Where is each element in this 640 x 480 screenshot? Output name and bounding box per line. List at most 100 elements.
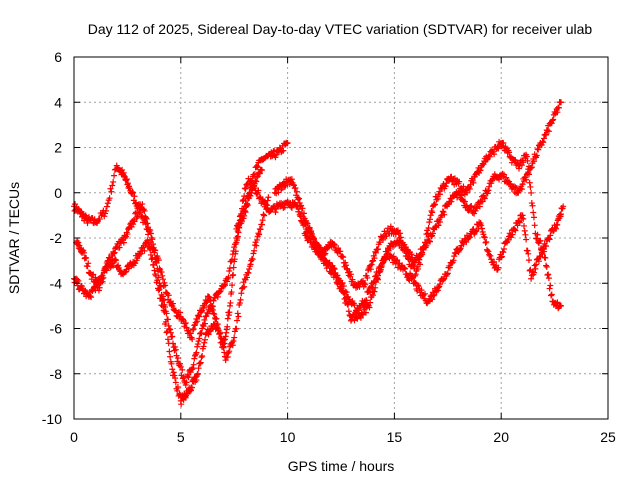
data-point	[370, 292, 377, 299]
data-point	[295, 196, 302, 203]
data-point	[540, 248, 547, 255]
data-point	[234, 233, 241, 240]
data-point	[543, 131, 550, 138]
data-point	[545, 235, 552, 242]
data-point	[241, 283, 248, 290]
data-point	[486, 183, 493, 190]
data-point	[451, 249, 458, 256]
data-point	[472, 228, 479, 235]
data-point	[113, 257, 120, 264]
data-point	[227, 299, 234, 306]
x-tick-label: 10	[280, 429, 296, 445]
data-point	[342, 294, 349, 301]
data-point	[535, 146, 542, 153]
data-point	[198, 330, 205, 337]
data-point	[124, 231, 131, 238]
data-point	[160, 282, 167, 289]
data-point	[439, 208, 446, 215]
data-point	[103, 207, 110, 214]
data-point	[97, 277, 104, 284]
data-point	[555, 104, 562, 111]
data-point	[485, 187, 492, 194]
data-point	[253, 174, 260, 181]
data-point	[224, 315, 231, 322]
data-point	[511, 226, 518, 233]
x-axis-label: GPS time / hours	[288, 458, 395, 474]
data-point	[288, 176, 295, 183]
data-point	[550, 116, 557, 123]
data-point	[103, 203, 110, 210]
data-point	[96, 216, 103, 223]
data-point	[234, 223, 241, 230]
data-point	[155, 287, 162, 294]
data-point	[229, 251, 236, 258]
data-point	[426, 219, 433, 226]
x-tick-label: 25	[600, 429, 616, 445]
data-point	[257, 226, 264, 233]
data-point	[253, 236, 260, 243]
data-point	[530, 214, 537, 221]
data-point	[456, 178, 463, 185]
data-point	[342, 259, 349, 266]
data-point	[525, 171, 532, 178]
data-point	[484, 247, 491, 254]
data-point	[230, 271, 237, 278]
data-point	[518, 186, 525, 193]
data-point	[525, 257, 532, 264]
data-point	[385, 247, 392, 254]
data-point	[467, 203, 474, 210]
data-point	[305, 225, 312, 232]
data-point	[330, 266, 337, 273]
data-point	[528, 275, 535, 282]
data-point	[273, 151, 280, 158]
data-point	[427, 238, 433, 245]
data-point	[129, 188, 136, 195]
data-point	[319, 252, 326, 259]
data-point	[194, 343, 201, 350]
data-point	[343, 265, 350, 272]
data-point	[275, 189, 282, 196]
data-point	[384, 247, 391, 254]
data-point	[233, 325, 240, 332]
data-point	[450, 257, 457, 264]
data-point	[112, 256, 119, 263]
data-point	[528, 200, 535, 207]
data-point	[167, 329, 174, 336]
data-point	[110, 250, 117, 257]
data-point	[531, 262, 538, 269]
data-point	[335, 245, 342, 252]
data-point	[424, 230, 431, 237]
data-point	[520, 159, 527, 166]
data-point	[255, 230, 262, 237]
data-point	[165, 322, 172, 329]
data-point	[205, 331, 212, 338]
data-point	[389, 243, 396, 250]
data-point	[206, 294, 213, 301]
data-point	[147, 239, 154, 246]
data-point	[293, 188, 300, 195]
data-point	[431, 291, 438, 298]
data-point	[253, 162, 260, 169]
y-tick-label: 4	[54, 94, 62, 110]
data-point	[230, 338, 237, 345]
data-point	[325, 262, 332, 269]
data-point	[238, 290, 245, 297]
data-point	[481, 233, 488, 240]
chart-title: Day 112 of 2025, Sidereal Day-to-day VTE…	[88, 21, 593, 37]
data-point	[457, 245, 464, 252]
data-point	[75, 239, 82, 246]
data-point	[368, 261, 375, 268]
data-point	[182, 320, 189, 327]
data-point	[202, 336, 209, 343]
data-point	[135, 210, 142, 217]
data-point	[261, 198, 268, 205]
data-point	[441, 211, 448, 218]
data-point	[527, 183, 534, 190]
data-point	[540, 139, 547, 146]
data-point	[544, 272, 551, 279]
data-point	[521, 227, 528, 234]
data-point	[545, 271, 552, 278]
data-point	[130, 189, 137, 196]
data-point	[219, 341, 226, 348]
data-point	[256, 170, 263, 177]
